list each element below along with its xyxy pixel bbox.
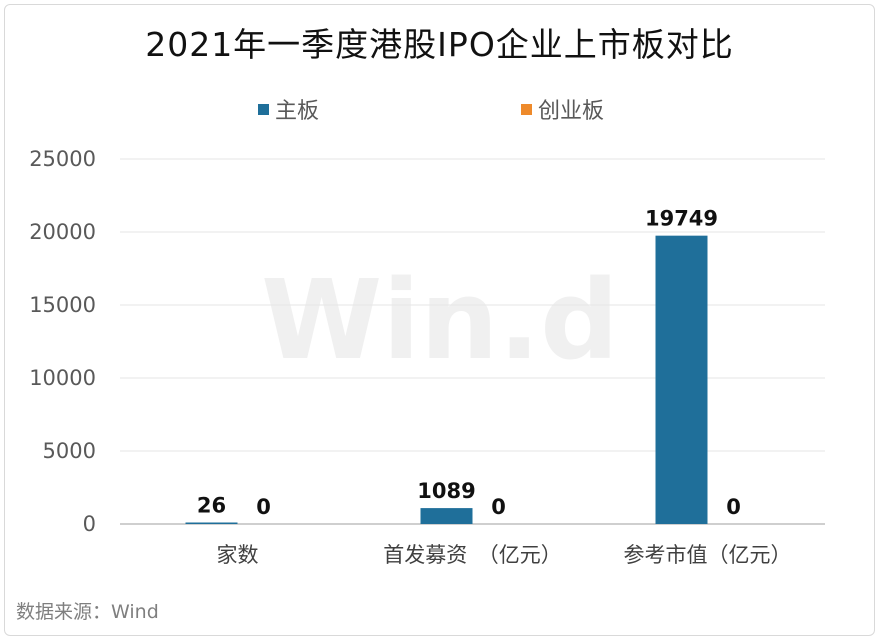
data-label: 19749 — [645, 207, 718, 231]
bar-main-board — [655, 235, 708, 524]
chart-title: 2021年一季度港股IPO企业上市板对比 — [145, 25, 734, 64]
x-category-label: 参考市值（亿元） — [624, 543, 792, 567]
data-label: 1089 — [417, 479, 475, 503]
y-tick-label: 20000 — [29, 220, 96, 244]
bar-main-board — [420, 508, 473, 524]
legend-swatch-gem — [521, 103, 532, 115]
data-label: 26 — [197, 494, 226, 518]
data-source-note: 数据来源：Wind — [16, 601, 159, 623]
legend-label-gem: 创业板 — [538, 99, 605, 124]
x-category-label: 首发募资 （亿元） — [383, 543, 562, 567]
bar-main-board — [185, 522, 238, 524]
x-category-label: 家数 — [217, 543, 259, 567]
y-tick-label: 5000 — [43, 439, 96, 463]
chart-frame — [4, 4, 875, 636]
legend-swatch-main-board — [258, 103, 269, 115]
watermark-text: Win.d — [261, 256, 619, 384]
y-tick-label: 25000 — [29, 147, 96, 171]
y-tick-label: 10000 — [29, 366, 96, 390]
legend-item-gem: 创业板 — [521, 93, 604, 125]
y-tick-label: 15000 — [29, 293, 96, 317]
legend-label-main-board: 主板 — [275, 99, 320, 124]
data-label: 0 — [491, 495, 506, 519]
legend-item-main-board: 主板 — [258, 93, 319, 125]
data-label: 0 — [256, 495, 271, 519]
y-tick-label: 0 — [83, 512, 96, 536]
data-label: 0 — [726, 495, 741, 519]
